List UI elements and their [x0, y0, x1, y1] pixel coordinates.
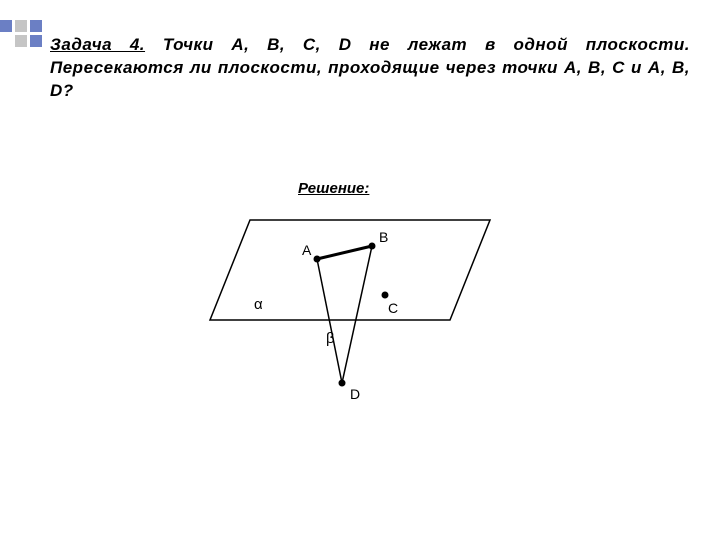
svg-text:С: С: [388, 300, 398, 316]
solution-label: Решение:: [298, 180, 369, 197]
problem-number: Задача 4.: [50, 35, 145, 54]
svg-text:D: D: [350, 386, 360, 402]
deco-square: [30, 35, 42, 47]
corner-decoration: [0, 20, 42, 47]
deco-square: [0, 20, 12, 32]
deco-square: [15, 20, 27, 32]
problem-text: Задача 4. Точки А, В, С, D не лежат в од…: [50, 34, 690, 103]
deco-square: [30, 20, 42, 32]
diagram-svg: А В С Dα β: [200, 215, 520, 435]
deco-row-2: [15, 35, 42, 47]
svg-text:β: β: [326, 330, 335, 347]
svg-text:В: В: [379, 229, 388, 245]
svg-text:α: α: [254, 296, 263, 313]
deco-row-1: [0, 20, 42, 32]
geometry-diagram: А В С Dα β: [200, 215, 520, 435]
deco-square: [15, 35, 27, 47]
svg-text:А: А: [302, 242, 312, 258]
problem-body: Точки А, В, С, D не лежат в одной плоско…: [50, 35, 690, 100]
